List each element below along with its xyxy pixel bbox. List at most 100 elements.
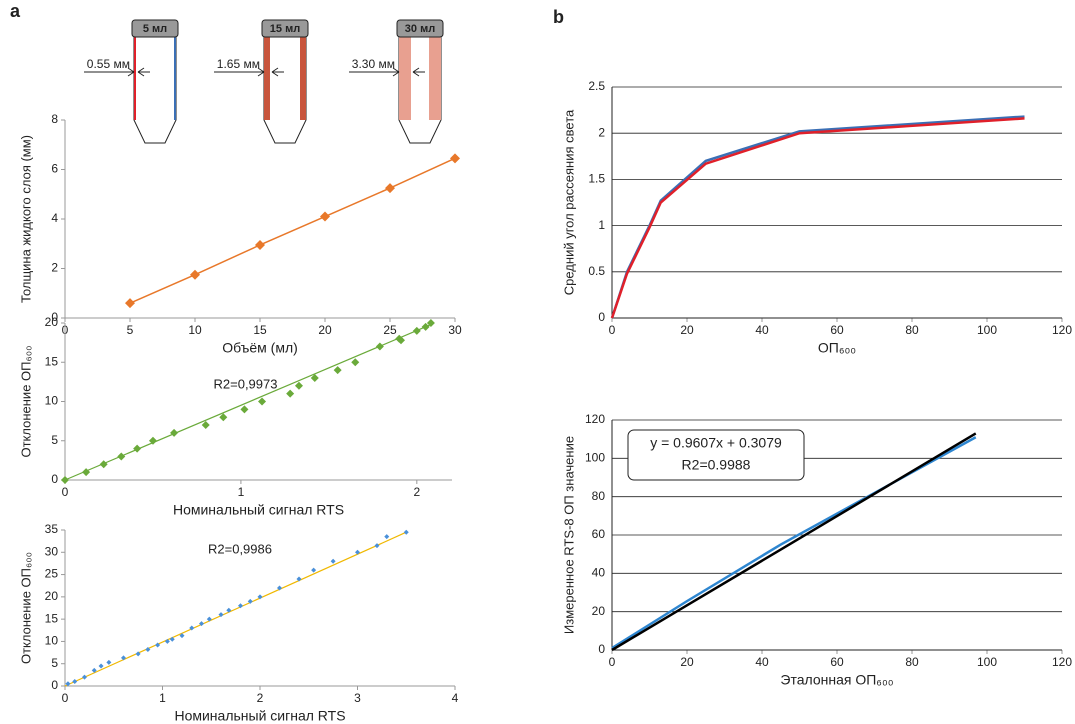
- y-tick-label: 60: [592, 527, 606, 541]
- x-tick-label: 40: [755, 655, 769, 669]
- panel-label: a: [10, 1, 21, 21]
- y-axis-label: Средний угол рассеяния света: [561, 109, 576, 295]
- thickness-label: 1.65 мм: [217, 57, 260, 71]
- x-axis-label: Номинальный сигнал RTS: [173, 502, 344, 518]
- y-tick-label: 120: [585, 412, 605, 426]
- y-tick-label: 15: [45, 354, 59, 368]
- point: [396, 336, 405, 345]
- y-tick-label: 30: [45, 544, 59, 558]
- y-axis-label: Отклонение ОП₆₀₀: [18, 345, 33, 457]
- arrow-head: [257, 67, 279, 77]
- point: [403, 529, 409, 535]
- x-tick-label: 1: [238, 485, 245, 499]
- tube-layer: [429, 37, 441, 120]
- marker: [190, 269, 200, 280]
- x-tick-label: 2: [413, 485, 420, 499]
- tube-layer: [174, 37, 176, 120]
- x-tick-label: 10: [188, 323, 202, 337]
- x-tick-label: 20: [680, 323, 694, 337]
- annotation: R2=0.9988: [682, 457, 751, 473]
- point: [106, 659, 112, 665]
- point: [384, 534, 390, 540]
- x-tick-label: 5: [127, 323, 134, 337]
- y-tick-label: 20: [45, 315, 59, 329]
- tube-label: 15 мл: [270, 23, 300, 35]
- y-axis-label: Отклонение ОП₆₀₀: [18, 552, 33, 664]
- y-tick-label: 10: [45, 634, 59, 648]
- tube-layer: [264, 37, 270, 120]
- annotation: R2=0,9973: [214, 376, 278, 391]
- x-tick-label: 60: [830, 323, 844, 337]
- y-tick-label: 35: [45, 522, 59, 536]
- x-axis-label: Номинальный сигнал RTS: [174, 708, 345, 724]
- annotation: y = 0.9607x + 0.3079: [650, 435, 782, 451]
- x-tick-label: 30: [448, 323, 462, 337]
- point: [169, 636, 175, 642]
- y-tick-label: 4: [51, 211, 58, 225]
- point: [72, 679, 78, 685]
- series-line: [611, 432, 977, 652]
- y-tick-label: 100: [585, 451, 605, 465]
- point: [201, 421, 210, 430]
- point: [135, 651, 141, 657]
- point: [133, 444, 142, 453]
- point: [82, 468, 91, 477]
- trendline: [64, 531, 407, 687]
- point: [296, 576, 302, 582]
- point: [375, 342, 384, 351]
- tube-cap: [261, 19, 309, 38]
- x-tick-label: 3: [354, 691, 361, 705]
- point: [238, 603, 243, 609]
- y-tick-label: 20: [45, 589, 59, 603]
- x-tick-label: 4: [452, 691, 459, 705]
- y-tick-label: 0.5: [588, 264, 605, 278]
- tube-cap: [131, 19, 179, 38]
- y-tick-label: 40: [592, 566, 606, 580]
- x-tick-label: 100: [977, 323, 997, 337]
- arrow-head: [127, 67, 145, 77]
- point: [164, 638, 170, 644]
- point: [412, 326, 421, 335]
- y-tick-label: 80: [592, 489, 606, 503]
- x-axis-label: ОП₆₀₀: [818, 340, 856, 356]
- tube-layer: [399, 37, 411, 120]
- tube-cap: [396, 19, 444, 38]
- x-tick-label: 25: [383, 323, 397, 337]
- y-tick-label: 2.5: [588, 79, 605, 93]
- panel-label: b: [553, 7, 564, 27]
- point: [311, 567, 317, 573]
- y-tick-label: 0: [598, 310, 605, 324]
- y-tick-label: 15: [45, 611, 59, 625]
- y-tick-label: 20: [592, 604, 606, 618]
- y-tick-label: 6: [51, 162, 58, 176]
- y-tick-label: 0: [598, 642, 605, 656]
- thickness-label: 3.30 мм: [352, 57, 395, 71]
- x-axis-label: Объём (мл): [222, 340, 298, 356]
- y-tick-label: 5: [51, 433, 58, 447]
- point: [199, 621, 204, 627]
- x-tick-label: 20: [680, 655, 694, 669]
- tube-label: 30 мл: [405, 23, 435, 35]
- series-line: [610, 115, 1025, 319]
- x-tick-label: 80: [905, 655, 919, 669]
- y-tick-label: 2: [51, 261, 58, 275]
- point: [421, 322, 430, 331]
- point: [170, 428, 179, 437]
- series-line: [610, 117, 1025, 319]
- point: [148, 436, 157, 445]
- tube-layer: [134, 37, 136, 120]
- tube-layer: [300, 37, 306, 120]
- point: [226, 607, 232, 613]
- x-tick-label: 0: [62, 691, 69, 705]
- point: [374, 543, 380, 549]
- point: [240, 405, 249, 414]
- point: [179, 633, 185, 639]
- point: [189, 625, 195, 631]
- x-tick-label: 60: [830, 655, 844, 669]
- x-tick-label: 20: [318, 323, 332, 337]
- x-tick-label: 15: [253, 323, 267, 337]
- marker: [385, 183, 395, 194]
- arrow-head: [392, 67, 420, 77]
- y-tick-label: 5: [51, 656, 58, 670]
